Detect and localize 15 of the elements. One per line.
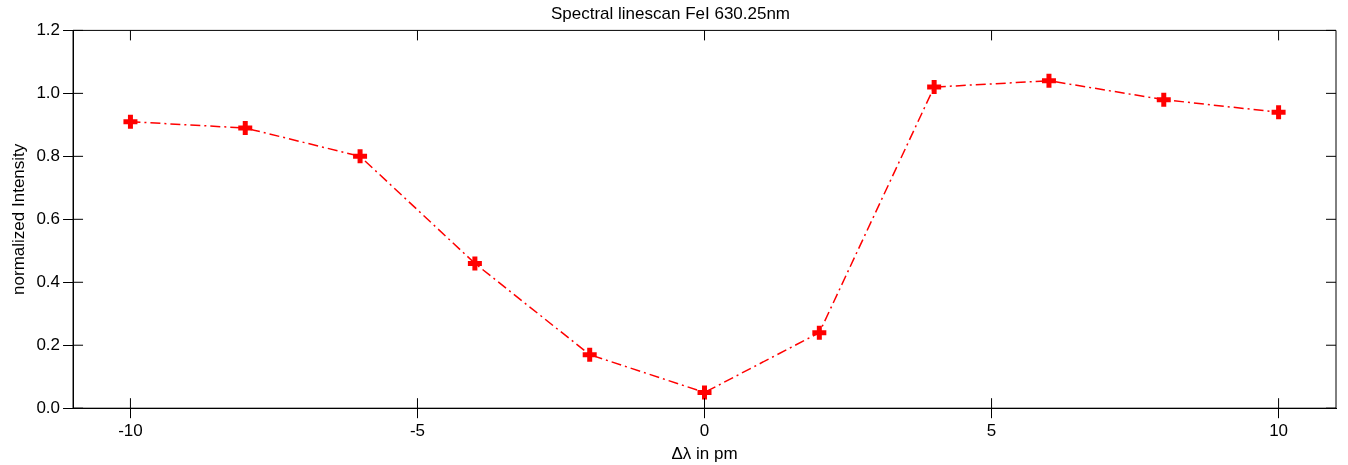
y-axis-title: normalized Intensity	[8, 143, 28, 295]
y-tick-label: 0.4	[36, 271, 61, 291]
chart-title: Spectral linescan FeI 630.25nm	[550, 3, 791, 23]
y-tick-label: 1.0	[36, 83, 61, 103]
x-tick-label: 10	[1269, 421, 1289, 441]
y-tick-label: 1.2	[36, 20, 61, 40]
x-tick-label: 0	[699, 421, 710, 441]
y-tick-label: 0.0	[36, 397, 61, 417]
x-tick-label: -5	[409, 421, 426, 441]
y-tick-label: 0.2	[36, 334, 61, 354]
y-tick-label: 0.6	[36, 208, 61, 228]
x-tick-label: -10	[118, 421, 143, 441]
y-tick-label: 0.8	[36, 146, 61, 166]
x-axis-title: Δλ in pm	[671, 444, 738, 464]
x-tick-label: 5	[986, 421, 997, 441]
